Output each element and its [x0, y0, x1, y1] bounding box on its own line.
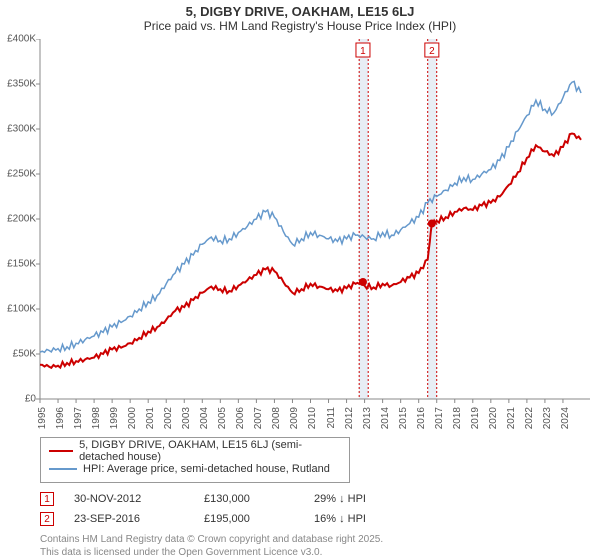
- x-axis-tick-label: 2007: [253, 407, 264, 429]
- legend-swatch: [49, 468, 77, 470]
- x-axis-tick-label: 2019: [470, 407, 481, 429]
- y-axis-tick-label: £100K: [7, 304, 36, 315]
- x-axis-tick-label: 1998: [91, 407, 102, 429]
- marker-dot-2: [428, 220, 436, 228]
- chart-plot-area: 12 £0£50K£100K£150K£200K£250K£300K£350K£…: [0, 39, 600, 429]
- x-axis-tick-label: 2013: [362, 407, 373, 429]
- chart-container: 5, DIGBY DRIVE, OAKHAM, LE15 6LJ Price p…: [0, 0, 600, 560]
- x-axis-tick-label: 2011: [326, 407, 337, 429]
- transaction-badge: 1: [40, 492, 54, 506]
- y-axis-tick-label: £200K: [7, 214, 36, 225]
- legend-label: 5, DIGBY DRIVE, OAKHAM, LE15 6LJ (semi-d…: [79, 439, 341, 463]
- transaction-row: 2 23-SEP-2016£195,00016% ↓ HPI: [40, 509, 600, 529]
- x-axis-tick-label: 2018: [452, 407, 463, 429]
- marker-dot-1: [359, 278, 367, 286]
- y-axis-tick-label: £250K: [7, 169, 36, 180]
- transaction-list: 1 30-NOV-2012£130,00029% ↓ HPI 2 23-SEP-201…: [40, 489, 600, 529]
- x-axis-tick-label: 2010: [307, 407, 318, 429]
- transaction-date: 30-NOV-2012: [74, 493, 204, 505]
- footer-line-1: Contains HM Land Registry data © Crown c…: [40, 533, 600, 546]
- x-axis-tick-label: 2004: [199, 407, 210, 429]
- x-axis-tick-label: 1997: [73, 407, 84, 429]
- series-price_paid: [40, 134, 581, 368]
- x-axis-tick-label: 1995: [37, 407, 48, 429]
- series-hpi: [40, 81, 581, 352]
- x-axis-tick-label: 2008: [271, 407, 282, 429]
- line-chart-svg: 12: [0, 39, 600, 429]
- transaction-row: 1 30-NOV-2012£130,00029% ↓ HPI: [40, 489, 600, 509]
- x-axis-tick-label: 1996: [55, 407, 66, 429]
- legend-item: HPI: Average price, semi-detached house,…: [49, 460, 341, 478]
- legend-swatch: [49, 450, 73, 452]
- transaction-badge: 2: [40, 512, 54, 526]
- x-axis-tick-label: 2017: [434, 407, 445, 429]
- x-axis-tick-label: 2009: [289, 407, 300, 429]
- x-axis-tick-label: 2002: [163, 407, 174, 429]
- footer-line-2: This data is licensed under the Open Gov…: [40, 546, 600, 559]
- x-axis-tick-label: 2020: [488, 407, 499, 429]
- y-axis-tick-label: £150K: [7, 259, 36, 270]
- x-axis-tick-label: 2016: [416, 407, 427, 429]
- x-axis-tick-label: 2014: [380, 407, 391, 429]
- y-axis-tick-label: £350K: [7, 79, 36, 90]
- legend: 5, DIGBY DRIVE, OAKHAM, LE15 6LJ (semi-d…: [40, 437, 350, 483]
- x-axis-tick-label: 2006: [235, 407, 246, 429]
- x-axis-tick-label: 2001: [145, 407, 156, 429]
- transaction-price: £130,000: [204, 493, 314, 505]
- legend-label: HPI: Average price, semi-detached house,…: [83, 463, 330, 475]
- transaction-date: 23-SEP-2016: [74, 513, 204, 525]
- x-axis-tick-label: 2022: [524, 407, 535, 429]
- x-axis-tick-label: 2023: [542, 407, 553, 429]
- chart-subtitle: Price paid vs. HM Land Registry's House …: [0, 19, 600, 39]
- y-axis-tick-label: £0: [25, 394, 36, 405]
- x-axis-tick-label: 2015: [398, 407, 409, 429]
- x-axis-tick-label: 2012: [344, 407, 355, 429]
- x-axis-tick-label: 2003: [181, 407, 192, 429]
- svg-text:2: 2: [429, 46, 435, 57]
- transaction-price: £195,000: [204, 513, 314, 525]
- x-axis-tick-label: 2000: [127, 407, 138, 429]
- legend-item: 5, DIGBY DRIVE, OAKHAM, LE15 6LJ (semi-d…: [49, 442, 341, 460]
- x-axis-tick-label: 2021: [506, 407, 517, 429]
- x-axis-tick-label: 2005: [217, 407, 228, 429]
- y-axis-tick-label: £300K: [7, 124, 36, 135]
- footer-attribution: Contains HM Land Registry data © Crown c…: [40, 533, 600, 559]
- x-axis-tick-label: 1999: [109, 407, 120, 429]
- svg-text:1: 1: [360, 46, 366, 57]
- chart-title: 5, DIGBY DRIVE, OAKHAM, LE15 6LJ: [0, 0, 600, 19]
- y-axis-tick-label: £400K: [7, 34, 36, 45]
- x-axis-tick-label: 2024: [560, 407, 571, 429]
- transaction-delta: 16% ↓ HPI: [314, 513, 366, 525]
- transaction-delta: 29% ↓ HPI: [314, 493, 366, 505]
- y-axis-tick-label: £50K: [13, 349, 36, 360]
